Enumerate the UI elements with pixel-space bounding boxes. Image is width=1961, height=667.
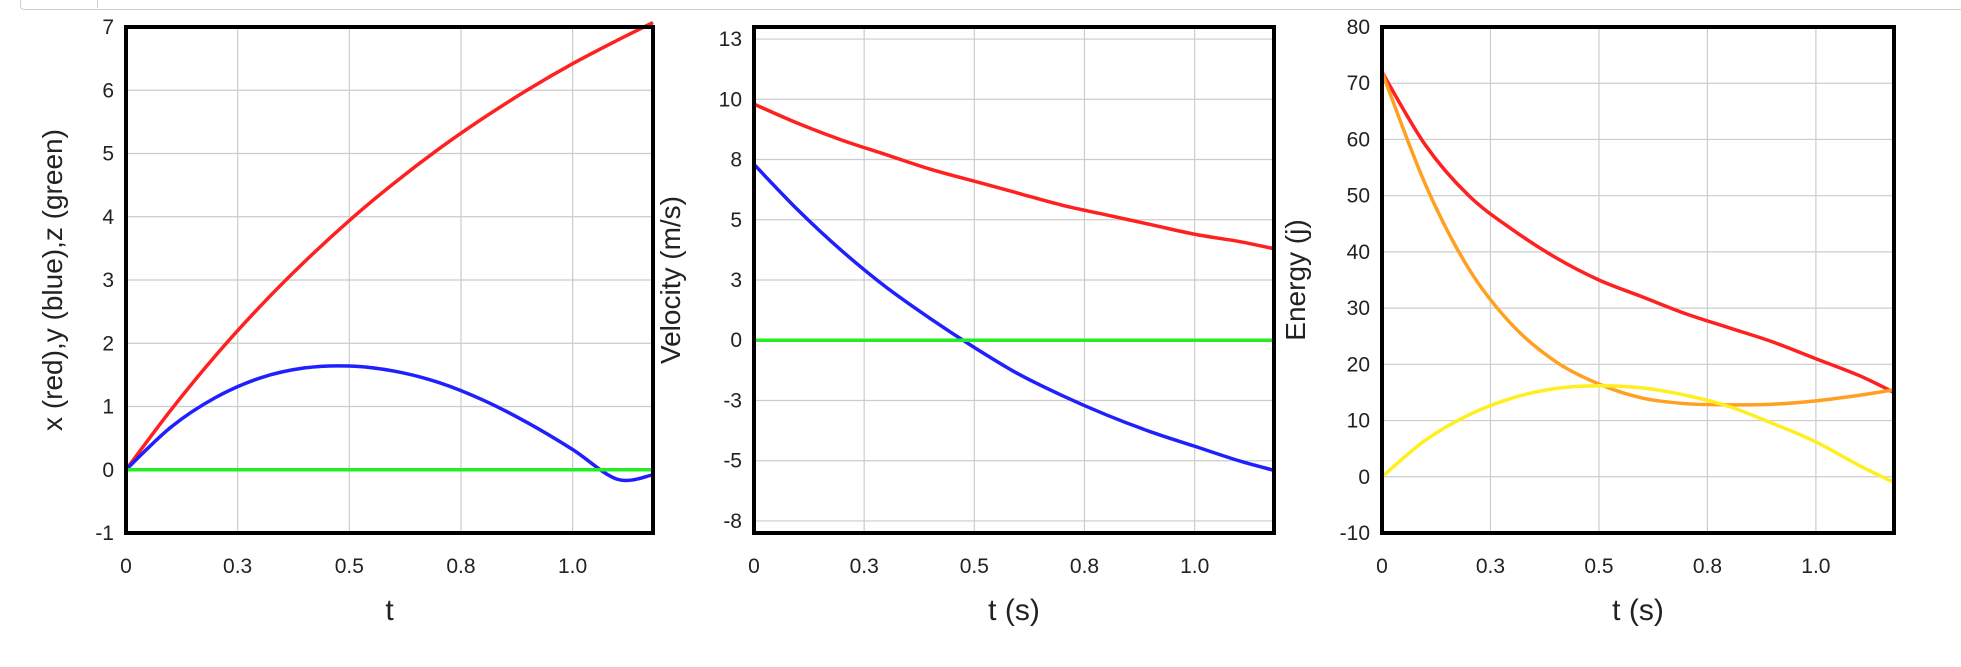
x-tick-label: 0.3 [1476, 555, 1505, 578]
plot-frame [124, 25, 655, 535]
y-tick-label: 0 [730, 329, 742, 352]
y-tick-label: 3 [102, 269, 114, 292]
top-frame [20, 0, 1961, 10]
series-line-1 [1380, 71, 1895, 395]
x-tick-label: 0.8 [446, 555, 475, 578]
y-tick-label: -10 [1340, 522, 1370, 545]
top-frame-tick [97, 0, 98, 8]
x-tick-label: 0 [120, 555, 132, 578]
series-line-2 [1380, 71, 1895, 407]
y-tick-label: 13 [719, 28, 742, 51]
y-tick-label: 5 [730, 209, 742, 232]
chart-2: 0 0.3 0.5 0.8 1.0 -8 -5 -3 0 3 5 8 10 13 t (s) Velocity… [655, 25, 1276, 627]
x-tick-label: 0 [1376, 555, 1388, 578]
y-tick-label: 50 [1347, 185, 1370, 208]
x-axis-label: t (s) [1612, 594, 1664, 627]
series-line-3 [1380, 383, 1895, 484]
chart-1: 0 0.3 0.5 0.8 1.0 -1 0 1 2 3 4 5 6 7 t x (red),y (blue)… [37, 16, 655, 627]
y-tick-label: 20 [1347, 353, 1370, 376]
y-tick-label: 40 [1347, 241, 1370, 264]
y-tick-label: 8 [730, 149, 742, 172]
y-tick-label: 7 [102, 16, 114, 39]
x-tick-label: 0.3 [850, 555, 879, 578]
y-tick-label: 10 [719, 88, 742, 111]
x-tick-label: 0.5 [1584, 555, 1613, 578]
x-tick-label: 1.0 [1801, 555, 1830, 578]
y-tick-label: 70 [1347, 72, 1370, 95]
y-tick-label: 10 [1347, 410, 1370, 433]
y-tick-label: 1 [102, 396, 114, 419]
y-axis-label: x (red),y (blue),z (green) [37, 129, 68, 431]
series-line-1 [124, 21, 654, 471]
x-tick-label: 1.0 [558, 555, 587, 578]
plot-frame [1380, 25, 1896, 535]
plot-frame [752, 25, 1276, 535]
x-tick-label: 0.8 [1693, 555, 1722, 578]
chart-3: 0 0.3 0.5 0.8 1.0 -10 0 10 20 30 40 50 60 70 80 t (s) En… [1280, 16, 1896, 627]
y-tick-label: -5 [723, 450, 742, 473]
y-tick-label: 2 [102, 332, 114, 355]
x-axis-label: t (s) [988, 594, 1040, 627]
y-tick-label: 60 [1347, 128, 1370, 151]
y-tick-label: 30 [1347, 297, 1370, 320]
y-tick-label: 6 [102, 79, 114, 102]
y-tick-label: -8 [723, 510, 742, 533]
series-line-2 [752, 163, 1275, 473]
x-tick-label: 0.8 [1070, 555, 1099, 578]
y-axis-label: Energy (j) [1280, 219, 1311, 340]
y-tick-label: 0 [102, 459, 114, 482]
y-tick-label: 3 [730, 269, 742, 292]
y-tick-label: 5 [102, 143, 114, 166]
x-tick-label: 0.5 [960, 555, 989, 578]
y-tick-label: 4 [102, 206, 114, 229]
y-tick-label: -1 [95, 522, 114, 545]
x-axis-label: t [385, 594, 394, 627]
series-line-1 [753, 102, 1275, 251]
y-tick-label: -3 [723, 389, 742, 412]
x-tick-label: 1.0 [1180, 555, 1209, 578]
x-tick-label: 0.5 [335, 555, 364, 578]
y-tick-label: 80 [1347, 16, 1370, 39]
y-tick-label: 0 [1358, 466, 1370, 489]
y-axis-label: Velocity (m/s) [655, 196, 686, 364]
x-tick-label: 0.3 [223, 555, 252, 578]
x-tick-label: 0 [748, 555, 760, 578]
series-line-2 [124, 364, 654, 483]
